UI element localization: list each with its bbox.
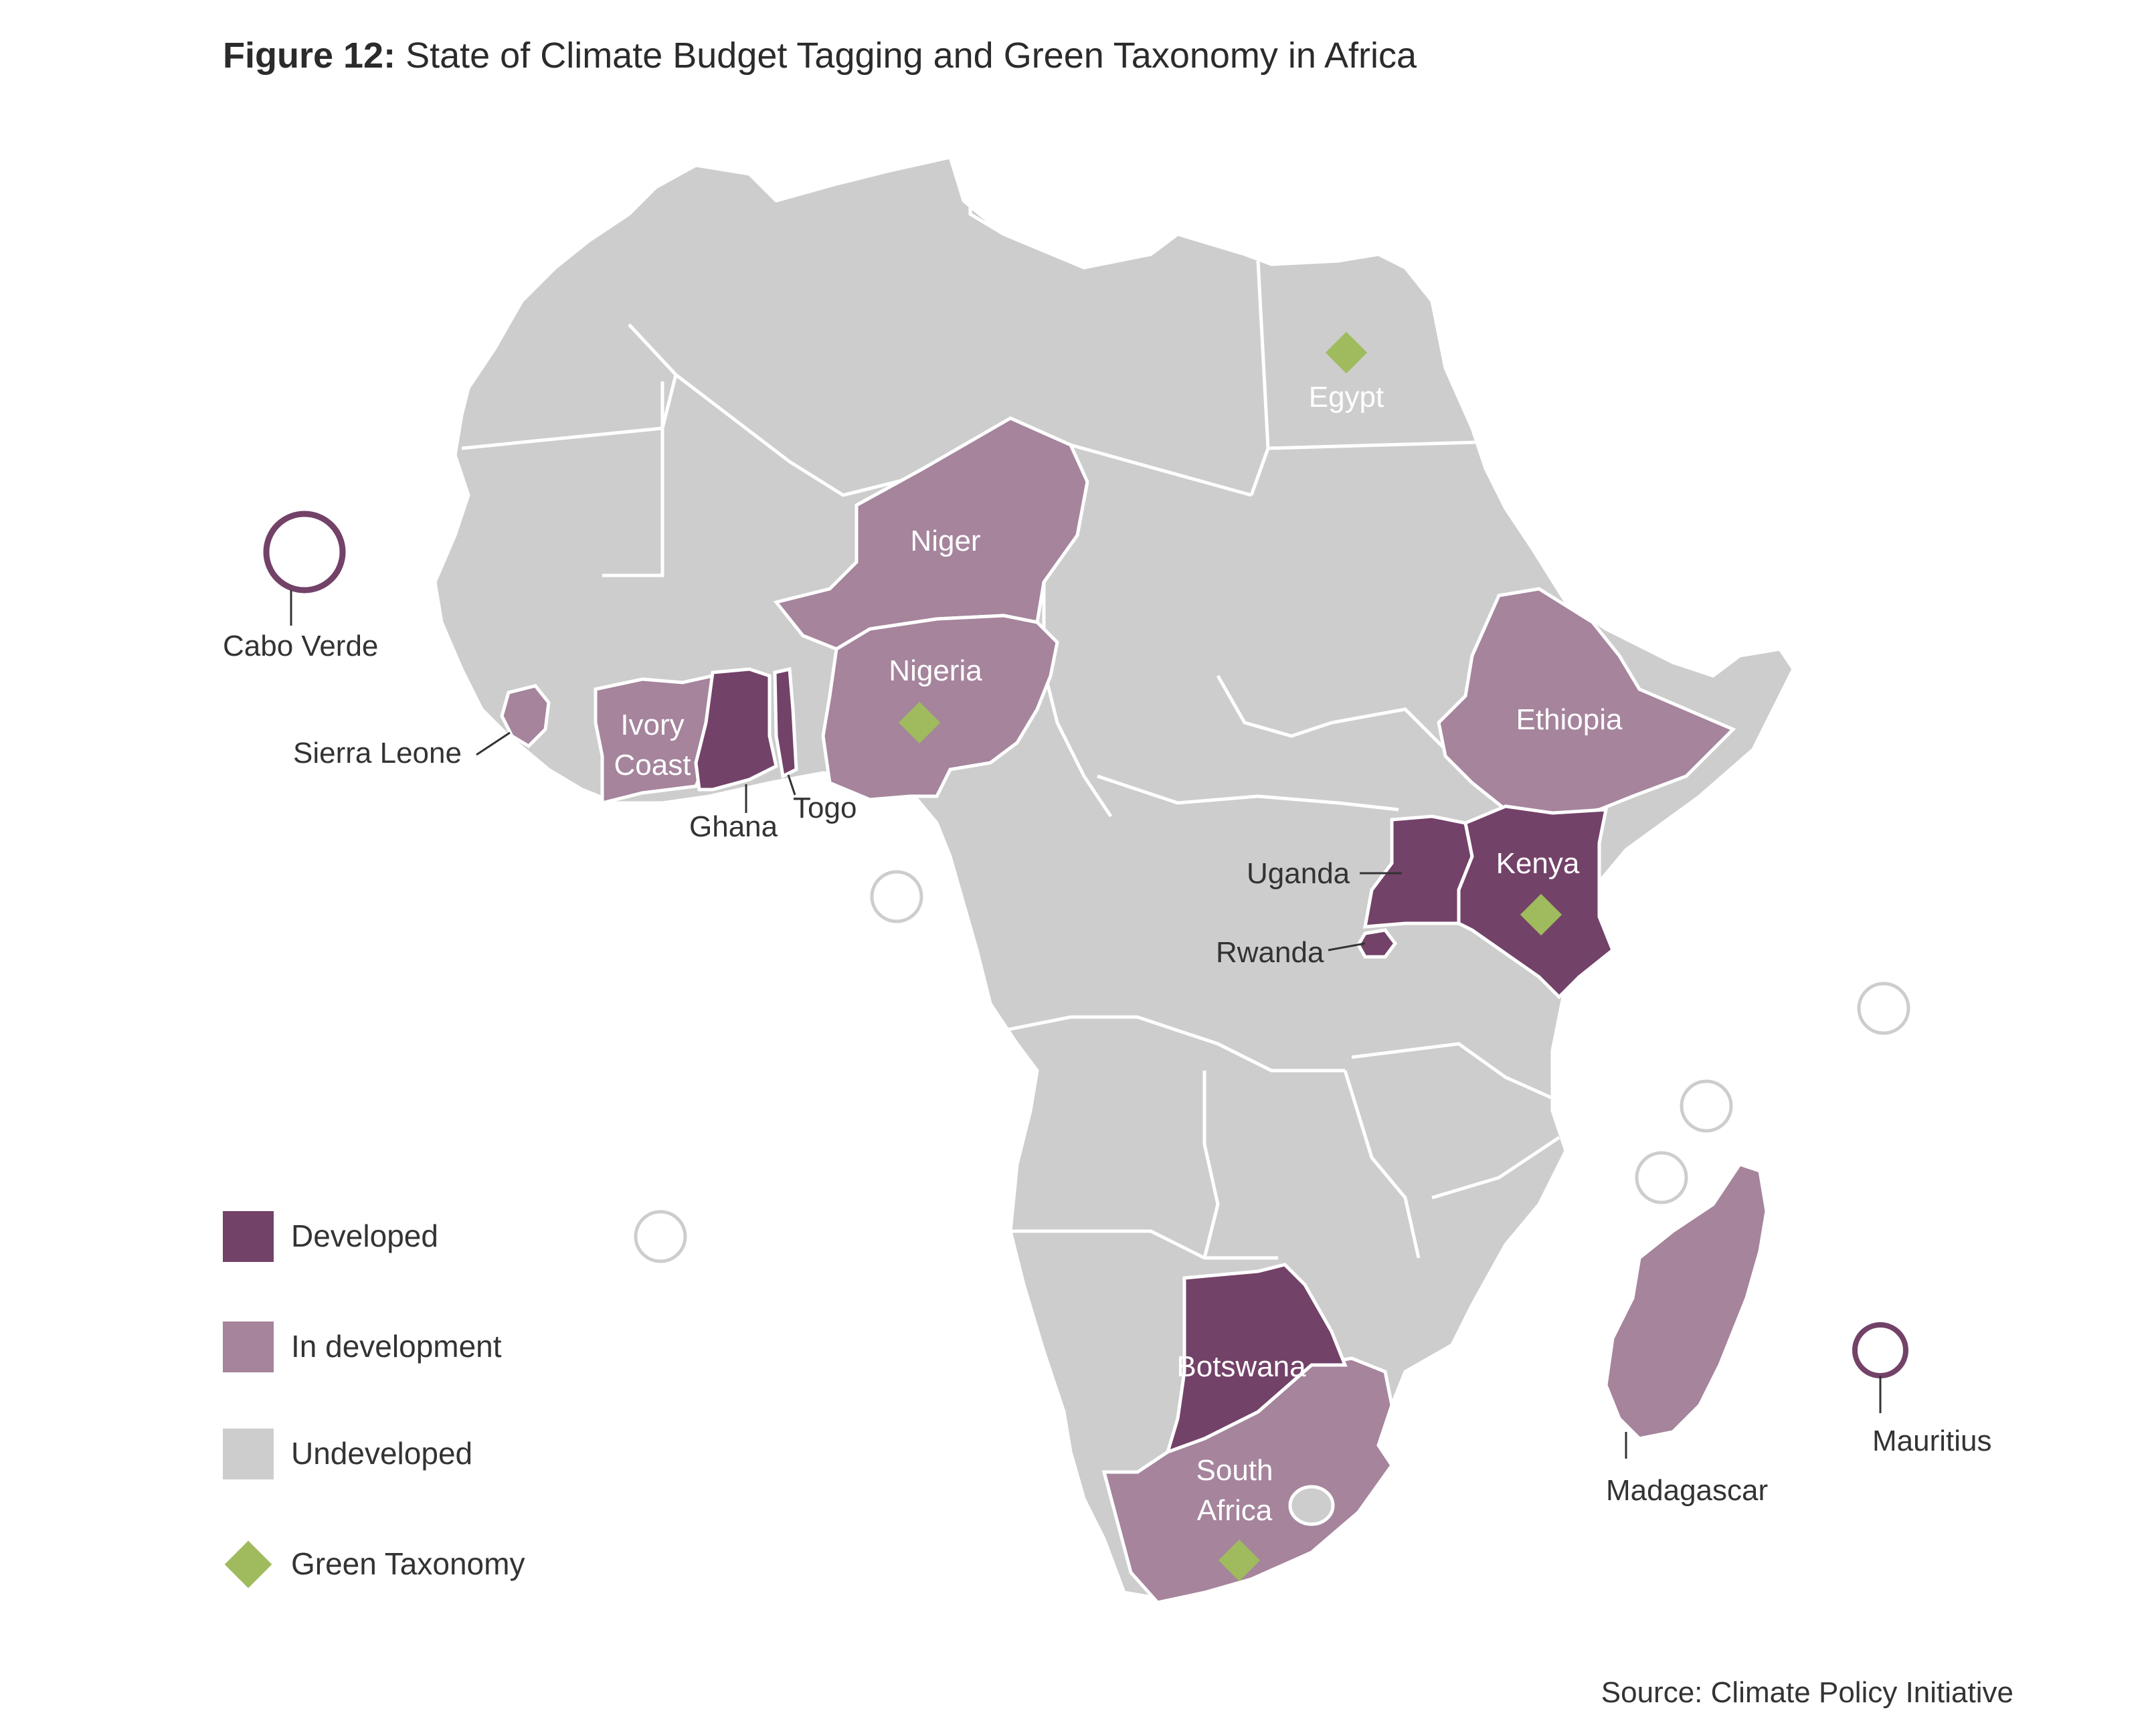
- legend-item-developed: Developed: [223, 1211, 825, 1263]
- country-madagascar: [1604, 1162, 1769, 1441]
- legend-item-green-taxonomy: Green Taxonomy: [223, 1539, 825, 1591]
- island-marker-saint-helena: [634, 1210, 687, 1263]
- source-note: Source: Climate Policy Initiative: [1601, 1676, 2013, 1709]
- leader-sierra-leone: [476, 731, 511, 756]
- label-south-africa-line2: Africa: [1197, 1494, 1273, 1527]
- country-botswana: [1165, 1263, 1348, 1455]
- island-marker-comoros-2: [1635, 1151, 1688, 1204]
- country-lesotho: [1288, 1485, 1335, 1526]
- country-ghana: [694, 667, 778, 792]
- legend-label-undeveloped: Undeveloped: [291, 1436, 473, 1471]
- label-cabo-verde: Cabo Verde: [223, 630, 378, 662]
- label-rwanda: Rwanda: [1216, 936, 1324, 969]
- country-nigeria: [821, 614, 1059, 802]
- label-ethiopia: Ethiopia: [1516, 703, 1623, 736]
- label-mauritius: Mauritius: [1872, 1425, 1992, 1457]
- island-marker-cabo-verde: [263, 511, 346, 594]
- label-togo: Togo: [793, 792, 857, 824]
- label-south-africa-line1: South: [1196, 1454, 1273, 1487]
- legend-swatch-green-taxonomy: [224, 1540, 272, 1588]
- legend-swatch-developed: [223, 1211, 274, 1262]
- legend-label-developed: Developed: [291, 1218, 438, 1253]
- label-uganda: Uganda: [1247, 857, 1350, 890]
- island-markers: [263, 511, 1910, 1378]
- legend-item-in-development: In development: [223, 1322, 825, 1374]
- figure-title-text: State of Climate Budget Tagging and Gree…: [406, 35, 1417, 76]
- figure-number: Figure 12:: [223, 35, 396, 76]
- label-ghana: Ghana: [689, 810, 778, 843]
- island-marker-sao-tome: [870, 870, 923, 923]
- leader-rwanda: [1328, 942, 1366, 951]
- label-niger: Niger: [910, 525, 980, 557]
- legend-label-in-development: In development: [291, 1329, 502, 1364]
- label-ivory-coast-line2: Coast: [614, 749, 691, 782]
- country-ethiopia: [1437, 587, 1736, 818]
- label-nigeria: Nigeria: [889, 654, 982, 687]
- country-sierra-leone: [500, 684, 551, 749]
- label-ivory-coast-line1: Ivory: [620, 709, 684, 741]
- label-botswana: Botswana: [1176, 1350, 1306, 1383]
- island-marker-comoros-1: [1680, 1079, 1733, 1133]
- label-madagascar: Madagascar: [1606, 1474, 1768, 1507]
- internal-borders: [461, 174, 1567, 1260]
- leader-lines: [290, 590, 1882, 1459]
- country-labels: Egypt Niger Nigeria Ethiopia Ivory Coast…: [614, 381, 1623, 1527]
- label-egypt: Egypt: [1309, 381, 1384, 414]
- country-togo: [773, 666, 798, 779]
- legend-item-undeveloped: Undeveloped: [223, 1429, 825, 1481]
- leader-togo: [787, 774, 796, 796]
- label-kenya: Kenya: [1496, 847, 1580, 880]
- legend-swatch-in-development: [223, 1322, 274, 1372]
- legend-swatch-undeveloped: [223, 1429, 274, 1479]
- external-labels: Cabo Verde Sierra Leone Ghana Togo Ugand…: [223, 630, 1992, 1507]
- island-marker-seychelles: [1857, 982, 1910, 1035]
- label-sierra-leone: Sierra Leone: [293, 737, 462, 769]
- island-marker-mauritius: [1852, 1322, 1908, 1378]
- legend-label-green-taxonomy: Green Taxonomy: [291, 1546, 525, 1581]
- figure-title: Figure 12: State of Climate Budget Taggi…: [223, 35, 1417, 76]
